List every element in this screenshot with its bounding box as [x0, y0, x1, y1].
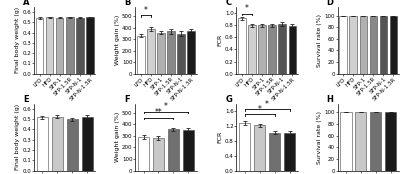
Bar	[46, 17, 53, 74]
Bar	[269, 133, 280, 171]
Y-axis label: Weight gain (%): Weight gain (%)	[115, 112, 120, 162]
Bar	[138, 137, 149, 171]
Bar	[380, 16, 387, 74]
Text: *: *	[258, 105, 261, 114]
Bar	[153, 138, 164, 171]
Text: G: G	[225, 95, 232, 104]
Bar	[86, 17, 94, 74]
Bar	[36, 18, 43, 74]
Y-axis label: Final body weight (g): Final body weight (g)	[16, 104, 20, 170]
Bar	[167, 31, 175, 74]
Bar	[183, 130, 194, 171]
Text: *: *	[265, 100, 269, 109]
Bar	[350, 16, 357, 74]
Text: A: A	[23, 0, 30, 7]
Bar	[339, 16, 347, 74]
Text: B: B	[124, 0, 131, 7]
Y-axis label: Survival rate (%): Survival rate (%)	[317, 111, 322, 164]
Text: *: *	[164, 102, 168, 112]
Bar	[137, 36, 145, 74]
Bar	[168, 129, 179, 171]
Bar	[268, 25, 276, 74]
Text: H: H	[327, 95, 334, 104]
Bar	[370, 112, 381, 171]
Bar	[370, 16, 377, 74]
Bar	[238, 18, 246, 74]
Bar	[248, 25, 256, 74]
Bar	[177, 34, 185, 74]
Text: C: C	[225, 0, 231, 7]
Bar	[390, 16, 397, 74]
Bar	[52, 117, 63, 171]
Bar	[284, 133, 295, 171]
Bar	[56, 18, 63, 74]
Bar	[340, 112, 352, 171]
Text: *: *	[245, 4, 249, 13]
Bar	[385, 112, 396, 171]
Text: **: **	[155, 108, 162, 117]
Bar	[360, 16, 367, 74]
Y-axis label: FCR: FCR	[218, 131, 223, 143]
Y-axis label: Weight gain (%): Weight gain (%)	[115, 15, 120, 65]
Text: E: E	[23, 95, 28, 104]
Bar	[355, 112, 367, 171]
Y-axis label: FCR: FCR	[218, 34, 223, 46]
Bar	[76, 18, 83, 74]
Bar	[37, 117, 48, 171]
Y-axis label: Survival rate (%): Survival rate (%)	[317, 14, 322, 67]
Bar	[288, 26, 296, 74]
Bar	[239, 123, 250, 171]
Bar	[81, 117, 93, 171]
Bar	[147, 29, 155, 74]
Text: *: *	[144, 6, 148, 15]
Bar	[258, 25, 266, 74]
Text: D: D	[327, 0, 334, 7]
Y-axis label: Final body weight (g): Final body weight (g)	[16, 7, 20, 73]
Bar	[157, 33, 165, 74]
Bar	[187, 31, 195, 74]
Bar	[278, 24, 286, 74]
Bar	[254, 125, 265, 171]
Text: F: F	[124, 95, 130, 104]
Bar	[66, 17, 73, 74]
Bar	[67, 119, 78, 171]
